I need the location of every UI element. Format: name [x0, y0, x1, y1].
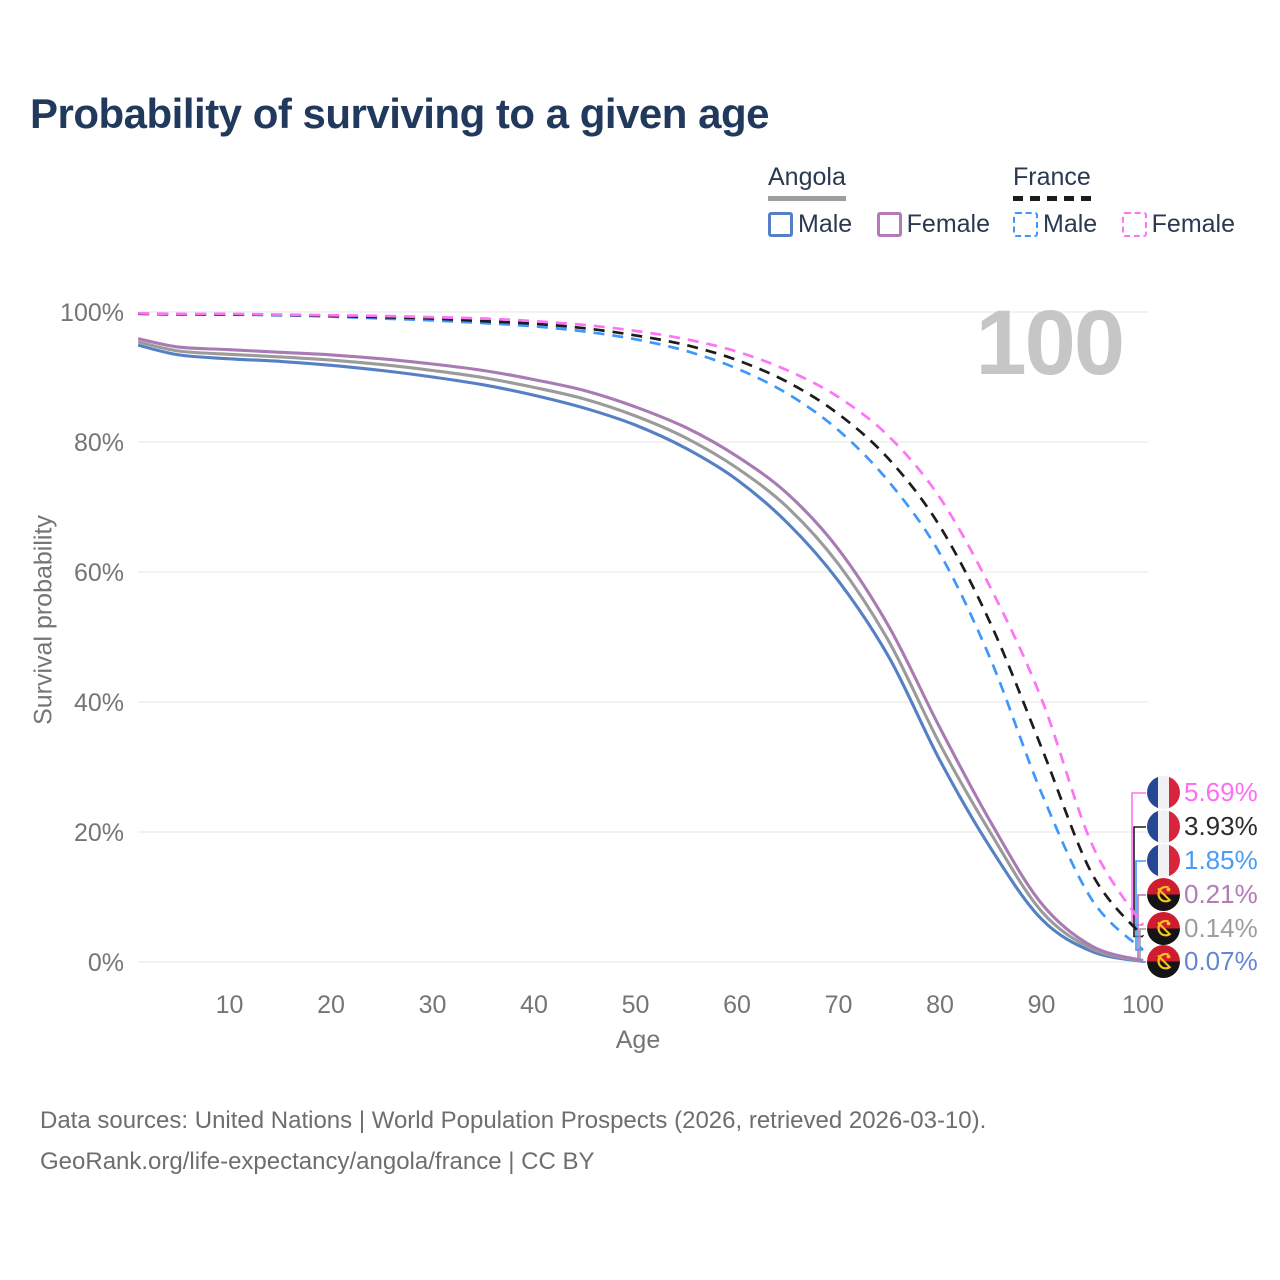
x-tick-40: 40 — [520, 991, 548, 1019]
x-tick-20: 20 — [317, 991, 345, 1019]
y-tick-100: 100% — [60, 299, 124, 327]
curve-angola-female — [137, 337, 1144, 963]
angola-line-swatch — [768, 196, 846, 201]
angola-flag-icon — [1147, 945, 1180, 978]
end-label-value: 5.69% — [1184, 777, 1258, 807]
watermark-age-100: 100 — [976, 292, 1124, 394]
end-label-connectors — [1131, 792, 1146, 963]
legend-toggle-angola-male[interactable]: Male — [768, 210, 852, 239]
page-title: Probability of surviving to a given age — [30, 90, 769, 137]
france-male-checkbox-icon — [1013, 212, 1038, 237]
angola-flag-icon — [1147, 912, 1180, 945]
x-tick-10: 10 — [216, 991, 244, 1019]
x-tick-70: 70 — [825, 991, 853, 1019]
y-tick-0: 0% — [88, 949, 124, 977]
y-tick-80: 80% — [74, 429, 124, 457]
end-label-angola-male: 0.07% — [1147, 945, 1258, 978]
france-flag-icon — [1147, 810, 1180, 843]
end-label-france-female: 5.69% — [1147, 776, 1258, 809]
y-axis-ticks: 100% 80% 60% 40% 20% 0% — [60, 299, 124, 977]
curve-angola-both-sexes — [137, 340, 1144, 963]
end-label-value: 3.93% — [1184, 811, 1258, 841]
france-female-checkbox-icon — [1121, 212, 1147, 237]
legend-group-angola: Angola Male Female — [768, 163, 1010, 242]
angola-male-checkbox-icon — [768, 212, 793, 237]
x-tick-50: 50 — [622, 991, 650, 1019]
legend-country-angola-label: Angola — [768, 163, 846, 191]
x-tick-80: 80 — [926, 991, 954, 1019]
end-label-france-both-sexes: 3.93% — [1147, 810, 1258, 843]
legend-country-france[interactable]: France — [1013, 163, 1091, 201]
x-tick-100: 100 — [1122, 991, 1164, 1019]
end-label-angola-both-sexes: 0.14% — [1147, 912, 1258, 945]
footer: Data sources: United Nations | World Pop… — [40, 1100, 986, 1182]
end-label-value: 0.14% — [1184, 913, 1258, 943]
france-flag-icon — [1147, 844, 1180, 877]
gridlines — [138, 311, 1148, 963]
x-axis-title: Age — [615, 1026, 661, 1054]
x-tick-60: 60 — [723, 991, 751, 1019]
footer-attribution: GeoRank.org/life-expectancy/angola/franc… — [40, 1148, 595, 1175]
angola-flag-icon — [1147, 878, 1180, 911]
survival-curves — [137, 311, 1145, 964]
connector-angola-both-sexes — [1139, 928, 1146, 962]
y-tick-60: 60% — [74, 559, 124, 587]
end-label-value: 0.07% — [1184, 946, 1258, 976]
legend-toggle-france-female[interactable]: Female — [1121, 210, 1235, 239]
france-flag-icon — [1147, 776, 1180, 809]
curve-france-both-sexes — [138, 312, 1145, 938]
end-label-value: 1.85% — [1184, 845, 1258, 875]
france-line-swatch — [1013, 196, 1091, 201]
curve-angola-male — [137, 343, 1144, 964]
legend-toggle-france-male[interactable]: Male — [1013, 210, 1097, 239]
legend-country-angola[interactable]: Angola — [768, 163, 846, 201]
end-label-angola-female: 0.21% — [1147, 878, 1258, 911]
end-label-france-male: 1.85% — [1147, 844, 1258, 877]
y-axis-title: Survival probability — [29, 515, 58, 725]
legend-country-france-label: France — [1013, 163, 1091, 191]
footer-data-sources: Data sources: United Nations | World Pop… — [40, 1107, 987, 1134]
y-tick-20: 20% — [74, 819, 124, 847]
legend-toggle-angola-female[interactable]: Female — [876, 210, 990, 239]
curve-france-female — [138, 311, 1145, 926]
x-tick-30: 30 — [419, 991, 447, 1019]
angola-female-checkbox-icon — [876, 212, 902, 237]
x-axis-ticks: 10 20 30 40 50 60 70 80 90 100 — [216, 991, 1164, 1019]
legend-group-france: France Male Female — [1013, 163, 1255, 242]
x-tick-90: 90 — [1028, 991, 1056, 1019]
end-label-value: 0.21% — [1184, 879, 1258, 909]
y-tick-40: 40% — [74, 689, 124, 717]
